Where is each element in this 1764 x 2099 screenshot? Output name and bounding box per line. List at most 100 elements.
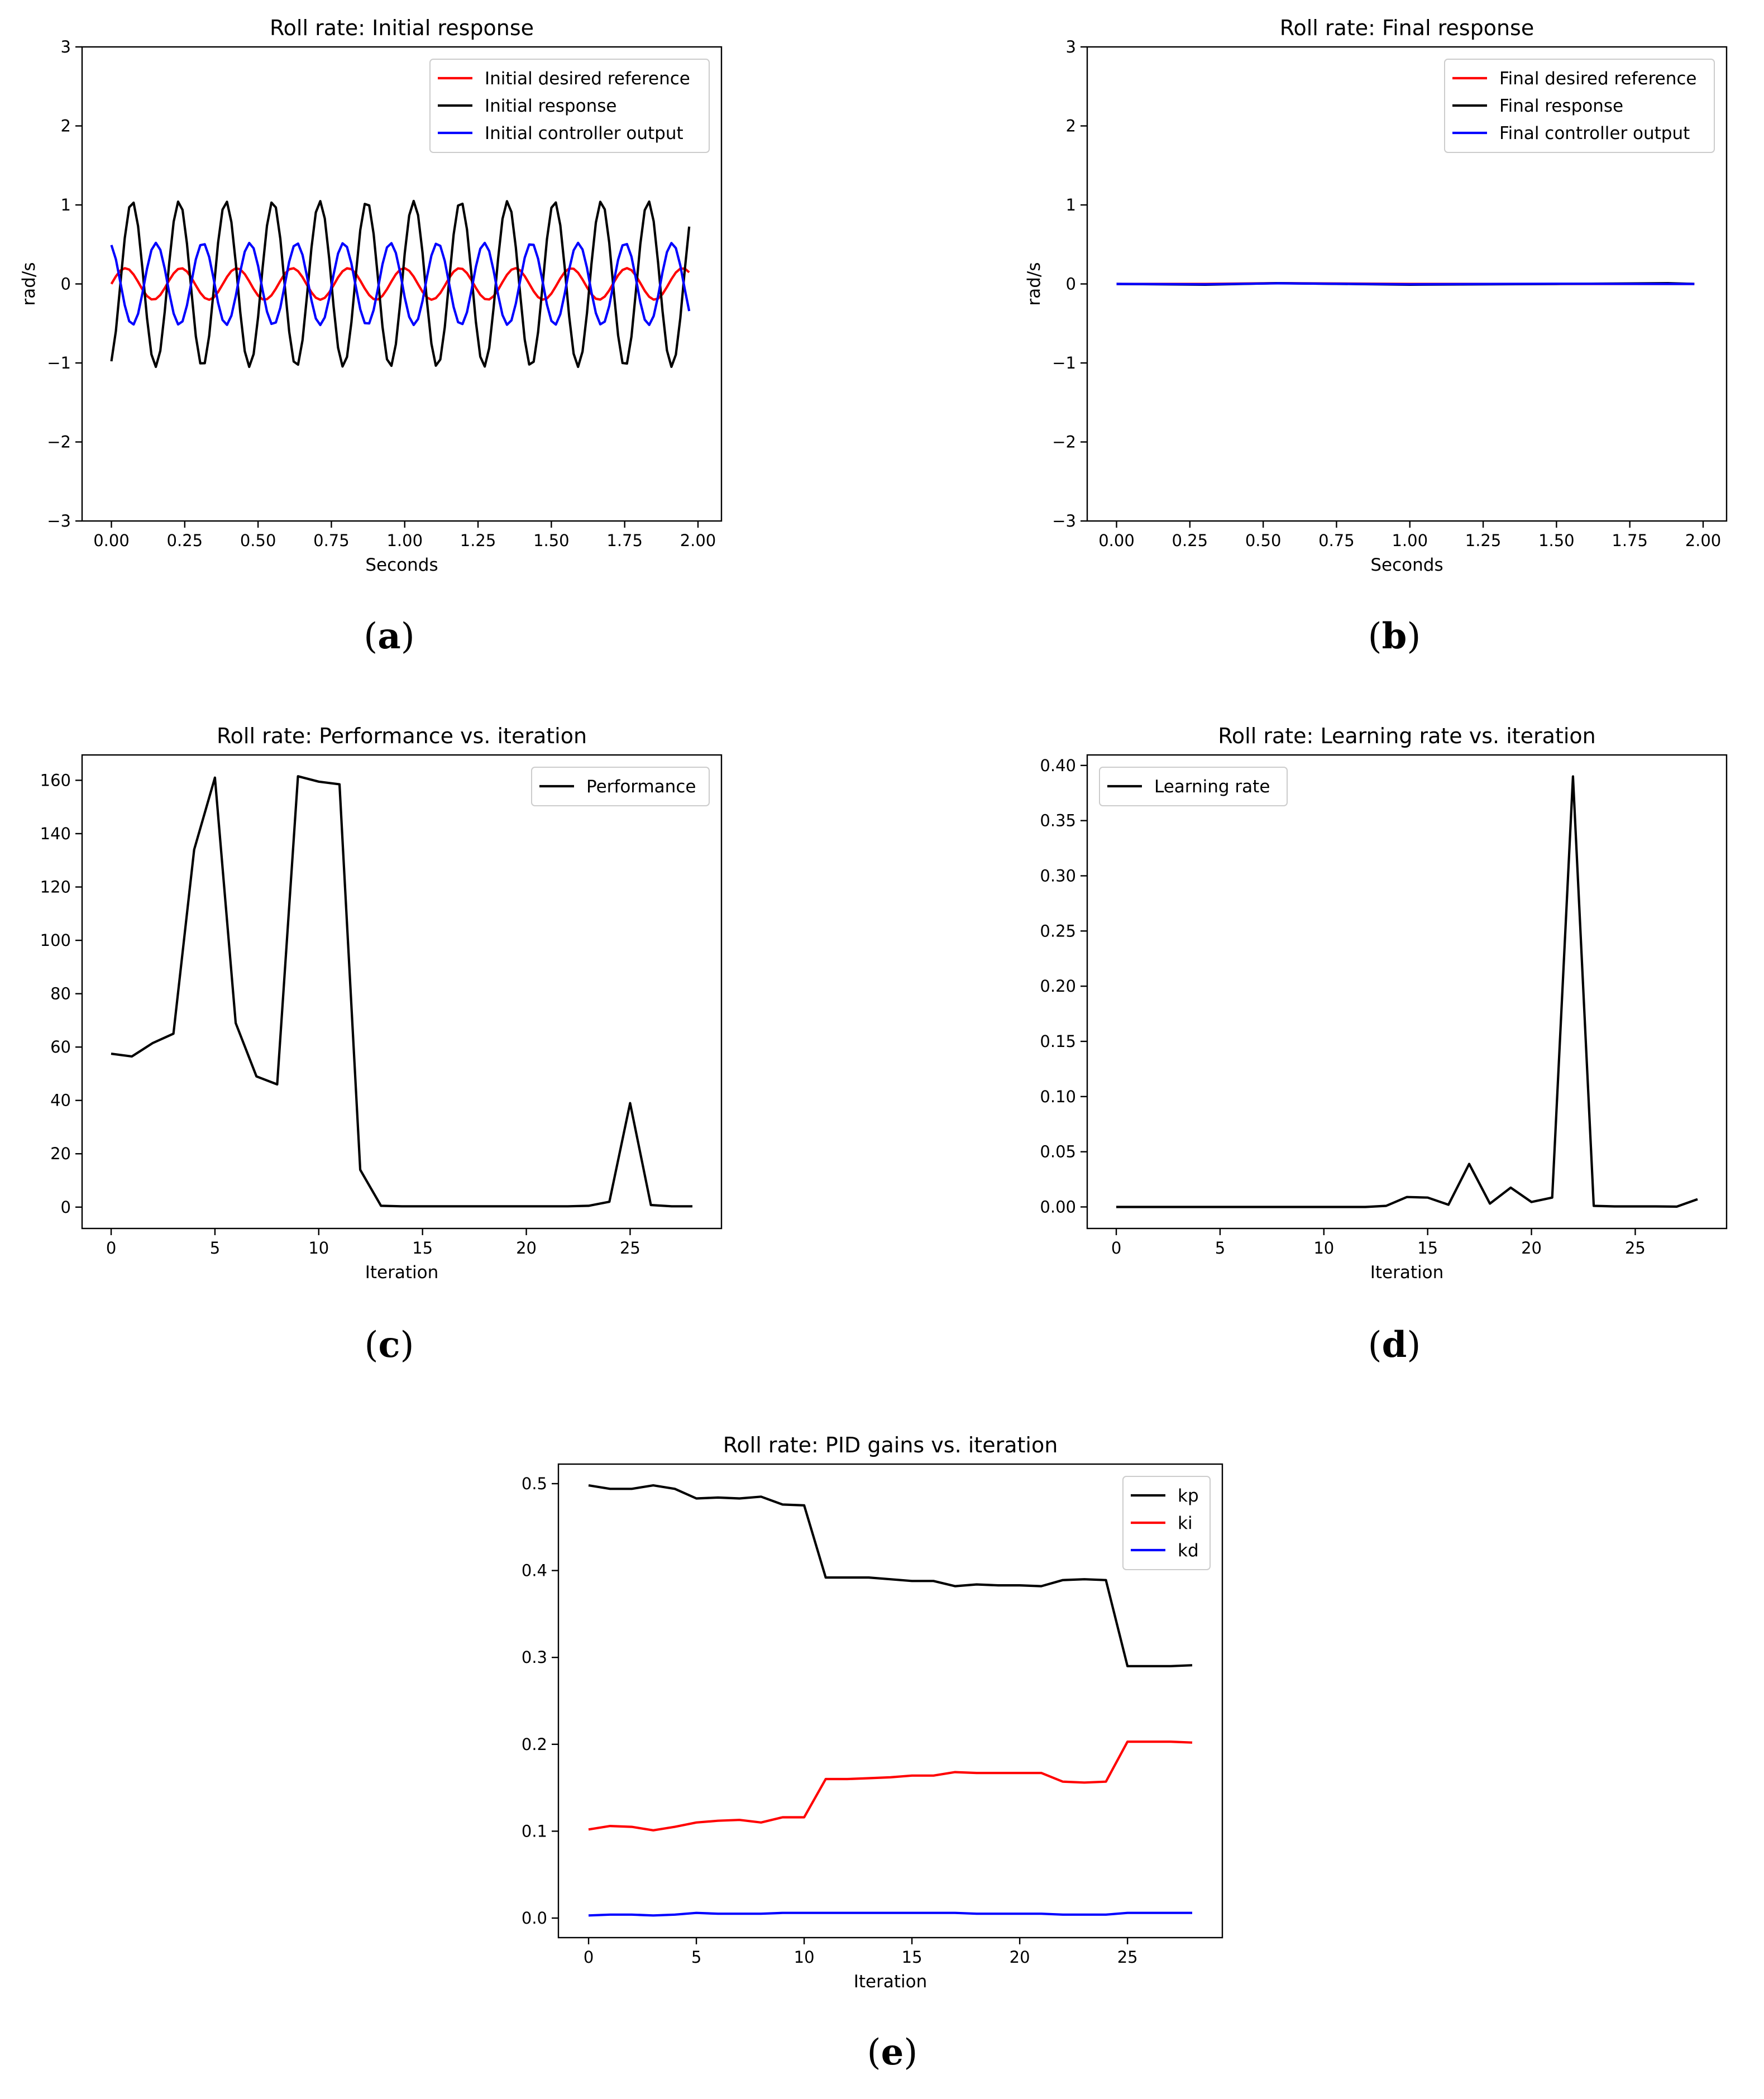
y-tick-label: 1 [1066, 195, 1076, 214]
x-axis-label: Iteration [365, 1263, 439, 1283]
x-axis-label: Seconds [1370, 555, 1443, 575]
y-tick-label: 0.35 [1040, 811, 1076, 830]
legend: kp ki kd [1122, 1476, 1211, 1570]
x-tick-label: 20 [1521, 1239, 1542, 1258]
y-tick-label: 0.00 [1040, 1197, 1076, 1216]
series-line-initial-controller-output [110, 241, 691, 327]
y-tick-label: 0.3 [522, 1648, 547, 1667]
y-tick-label: 0.25 [1040, 921, 1076, 940]
y-tick-label: 0.05 [1040, 1142, 1076, 1161]
y-tick-label: 0 [1066, 275, 1076, 294]
y-tick-label: 80 [50, 984, 71, 1003]
y-tick-label: 0.15 [1040, 1032, 1076, 1051]
x-tick-label: 0.75 [1318, 531, 1355, 550]
x-tick-label: 1.75 [1612, 531, 1648, 550]
y-tick-label: 0.40 [1040, 756, 1076, 775]
legend-entry: Initial desired reference [485, 69, 690, 89]
series-group [1116, 282, 1695, 286]
y-tick-label: 60 [50, 1037, 71, 1056]
series-line-kp [588, 1484, 1193, 1667]
panel-label-b: (b) [1368, 615, 1421, 657]
x-tick-label: 1.50 [1538, 531, 1575, 550]
x-tick-label: 5 [1215, 1239, 1225, 1258]
x-tick-label: 2.00 [680, 531, 716, 550]
x-tick-label: 1.25 [460, 531, 496, 550]
legend-entry: Learning rate [1154, 777, 1270, 797]
y-tick-label: 140 [40, 824, 71, 843]
plot-frame [81, 754, 723, 1230]
y-tick-label: 0.30 [1040, 866, 1076, 885]
x-tick-label: 5 [691, 1948, 701, 1967]
chart-e: 0 5 10 15 20 25 0.0 0.1 0.2 0.3 0.4 0.5 Roll rate: P… [522, 1433, 1223, 1992]
x-tick-label: 0.75 [313, 531, 350, 550]
legend: Initial desired reference Initial respons… [429, 59, 710, 153]
legend-entry: Final controller output [1499, 123, 1690, 144]
x-tick-label: 1.25 [1465, 531, 1502, 550]
y-tick-label: −3 [1052, 511, 1076, 530]
x-tick-label: 0.00 [1098, 531, 1135, 550]
chart-title: Roll rate: Performance vs. iteration [217, 724, 587, 748]
y-tick-label: −1 [1052, 353, 1076, 372]
legend-entry: Final desired reference [1499, 69, 1697, 89]
series-group [110, 199, 691, 369]
x-tick-label: 10 [1313, 1239, 1334, 1258]
series-group [111, 775, 692, 1208]
legend-box [429, 59, 710, 153]
legend: Learning rate [1099, 767, 1288, 806]
series-group [1116, 775, 1698, 1208]
panel-label-c: (c) [365, 1324, 414, 1366]
x-tick-label: 1.50 [533, 531, 570, 550]
y-tick-label: 3 [1066, 37, 1076, 56]
y-tick-label: 0.0 [522, 1909, 547, 1928]
x-tick-label: 0 [584, 1948, 594, 1967]
y-axis-label: rad/s [19, 262, 39, 305]
plot-frame [557, 1463, 1223, 1939]
x-tick-label: 1.00 [386, 531, 423, 550]
legend-entry: ki [1178, 1513, 1193, 1533]
panel-label-d: (d) [1368, 1324, 1421, 1366]
x-tick-label: 2.00 [1685, 531, 1722, 550]
legend-entry: kd [1178, 1541, 1199, 1561]
legend-entry: Initial response [485, 96, 616, 116]
panel-label-e: (e) [867, 2031, 918, 2073]
panel-label-a: (a) [364, 615, 414, 657]
y-tick-label: 2 [61, 117, 71, 136]
y-axis-label: rad/s [1024, 262, 1044, 305]
x-tick-label: 0.25 [167, 531, 203, 550]
x-tick-label: 0.50 [240, 531, 276, 550]
chart-title: Roll rate: Final response [1280, 16, 1534, 40]
y-tick-label: 0.4 [522, 1561, 547, 1580]
y-tick-label: 40 [50, 1091, 71, 1110]
y-tick-label: 0.1 [522, 1821, 547, 1840]
x-tick-label: 0.00 [93, 531, 130, 550]
y-tick-label: 0 [61, 1198, 71, 1217]
chart-title: Roll rate: Learning rate vs. iteration [1218, 724, 1596, 748]
x-tick-label: 1.00 [1392, 531, 1428, 550]
series-line-performance [111, 775, 692, 1208]
legend-entry: kp [1178, 1486, 1199, 1506]
series-group [588, 1484, 1193, 1917]
legend: Final desired reference Final response Fin… [1444, 59, 1715, 153]
y-tick-label: 0.10 [1040, 1087, 1076, 1106]
x-tick-label: 15 [902, 1948, 922, 1967]
x-tick-label: 25 [620, 1239, 640, 1258]
y-tick-label: 0 [61, 275, 71, 294]
x-tick-label: 0.50 [1245, 531, 1282, 550]
y-tick-label: 1 [61, 195, 71, 214]
x-tick-label: 10 [794, 1948, 815, 1967]
y-tick-label: 3 [61, 37, 71, 56]
y-tick-label: 0.2 [522, 1735, 547, 1754]
y-tick-label: 120 [40, 877, 71, 896]
x-tick-label: 25 [1625, 1239, 1646, 1258]
x-tick-label: 1.75 [606, 531, 643, 550]
legend-entry: Initial controller output [485, 123, 683, 144]
plot-frame [1086, 754, 1728, 1230]
x-axis-label: Iteration [854, 1972, 928, 1992]
y-tick-label: 2 [1066, 117, 1076, 136]
x-axis-label: Seconds [365, 555, 438, 575]
x-tick-label: 15 [1417, 1239, 1438, 1258]
chart-title: Roll rate: Initial response [270, 16, 534, 40]
chart-b: 0.00 0.25 0.50 0.75 1.00 1.25 1.50 1.75 2.00 −3 −2… [1024, 16, 1728, 575]
x-tick-label: 10 [308, 1239, 329, 1258]
